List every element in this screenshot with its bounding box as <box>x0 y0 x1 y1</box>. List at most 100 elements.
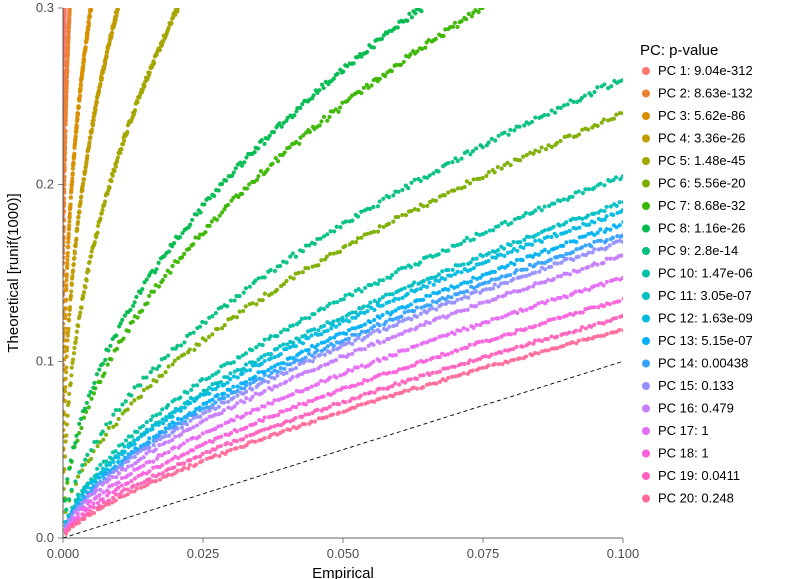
data-point <box>518 158 522 162</box>
data-point <box>378 341 382 345</box>
data-point <box>471 276 475 280</box>
data-point <box>407 12 411 16</box>
data-point <box>580 325 584 329</box>
data-point <box>210 398 214 402</box>
data-point <box>573 290 577 294</box>
data-point <box>524 211 528 215</box>
data-point <box>409 377 413 381</box>
data-point <box>556 261 560 265</box>
data-point <box>147 294 151 298</box>
data-point <box>120 402 124 406</box>
data-point <box>263 359 267 363</box>
data-point <box>266 401 270 405</box>
data-point <box>154 479 158 483</box>
data-point <box>279 382 283 386</box>
data-point <box>328 350 332 354</box>
data-point <box>276 159 280 163</box>
data-point <box>100 76 104 80</box>
x-tick-label: 0.100 <box>607 546 640 561</box>
data-point <box>493 170 497 174</box>
data-point <box>580 289 584 293</box>
legend-label: PC 1: 9.04e-312 <box>658 63 753 78</box>
data-point <box>69 381 73 385</box>
data-point <box>434 381 438 385</box>
data-point <box>509 243 513 247</box>
legend-label: PC 10: 1.47e-06 <box>658 266 753 281</box>
data-point <box>65 272 69 276</box>
data-point <box>161 471 165 475</box>
data-point <box>182 252 186 256</box>
data-point <box>387 371 391 375</box>
data-point <box>528 263 532 267</box>
data-point <box>72 262 76 266</box>
data-point <box>112 169 116 173</box>
data-point <box>88 14 92 18</box>
data-point <box>438 355 442 359</box>
data-point <box>64 298 68 302</box>
data-point <box>214 311 218 315</box>
data-point <box>141 424 145 428</box>
data-point <box>176 260 180 264</box>
data-point <box>481 366 485 370</box>
data-point <box>568 272 572 276</box>
data-point <box>198 415 202 419</box>
data-point <box>316 396 320 400</box>
data-point <box>297 271 301 275</box>
data-point <box>91 501 95 505</box>
data-point <box>151 466 155 470</box>
data-point <box>466 296 470 300</box>
data-point <box>108 186 112 190</box>
data-point <box>208 224 212 228</box>
data-point <box>446 161 450 165</box>
data-point <box>66 35 70 39</box>
data-point <box>222 396 226 400</box>
data-point <box>91 386 95 390</box>
data-point <box>317 88 321 92</box>
data-point <box>434 307 438 311</box>
data-point <box>79 426 83 430</box>
data-point <box>101 430 105 434</box>
data-point <box>322 307 326 311</box>
data-point <box>197 394 201 398</box>
data-point <box>212 194 216 198</box>
data-point <box>416 208 420 212</box>
data-point <box>577 189 581 193</box>
data-point <box>147 441 151 445</box>
data-point <box>337 322 341 326</box>
data-point <box>462 262 466 266</box>
data-point <box>85 154 89 158</box>
data-point <box>423 46 427 50</box>
data-point <box>322 115 326 119</box>
data-point <box>318 353 322 357</box>
data-point <box>515 311 519 315</box>
data-point <box>204 321 208 325</box>
data-point <box>403 381 407 385</box>
data-point <box>67 467 71 471</box>
data-point <box>564 240 568 244</box>
data-point <box>85 401 89 405</box>
data-point <box>453 332 457 336</box>
data-point <box>327 115 331 119</box>
data-point <box>381 387 385 391</box>
data-point <box>515 268 519 272</box>
data-point <box>481 254 485 258</box>
data-point <box>376 282 380 286</box>
data-point <box>154 439 158 443</box>
data-point <box>69 195 73 199</box>
data-point <box>189 388 193 392</box>
data-point <box>127 329 131 333</box>
data-point <box>490 277 494 281</box>
data-point <box>506 263 510 267</box>
data-point <box>512 358 516 362</box>
data-point <box>232 360 236 364</box>
data-point <box>372 230 376 234</box>
data-point <box>191 436 195 440</box>
data-point <box>63 385 67 389</box>
data-point <box>94 488 98 492</box>
data-point <box>65 338 69 342</box>
data-point <box>63 399 67 403</box>
data-point <box>273 269 277 273</box>
legend-label: PC 3: 5.62e-86 <box>658 108 745 123</box>
data-point <box>76 324 80 328</box>
data-point <box>235 414 239 418</box>
